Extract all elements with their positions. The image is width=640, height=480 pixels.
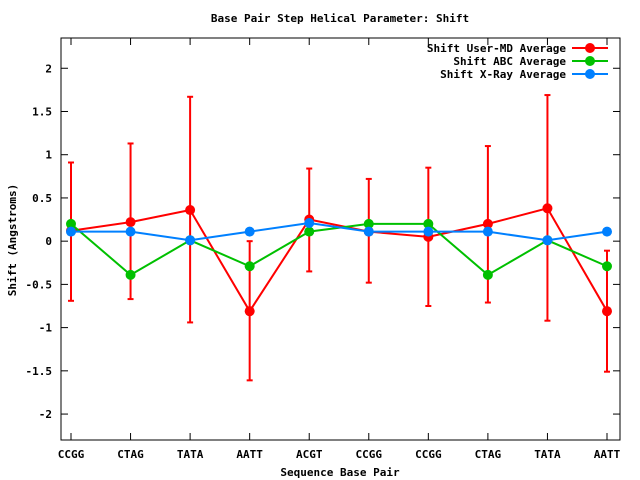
y-tick-label: 0 (45, 235, 52, 248)
legend-label: Shift X-Ray Average (440, 68, 566, 81)
legend-marker (585, 43, 595, 53)
data-point (125, 226, 136, 237)
data-point (542, 203, 553, 214)
data-point (482, 269, 493, 280)
data-point (423, 218, 434, 229)
x-tick-label: CCGG (415, 448, 442, 461)
data-point (125, 217, 136, 228)
y-axis: -2 -1.5 -1 -0.5 0 0.5 1 1.5 2 (26, 62, 620, 421)
x-tick-label: AATT (594, 448, 621, 461)
y-tick-label: 1.5 (32, 105, 52, 118)
data-point (244, 261, 255, 272)
data-point (423, 226, 434, 237)
legend-label: Shift User-MD Average (427, 42, 566, 55)
data-point (244, 306, 255, 317)
x-tick-label: CCGG (58, 448, 85, 461)
y-tick-label: 0.5 (32, 192, 52, 205)
y-tick-label: 1 (45, 149, 52, 162)
x-tick-label: AATT (236, 448, 263, 461)
data-point (304, 226, 315, 237)
series-layer (66, 94, 612, 382)
x-tick-label: CTAG (117, 448, 144, 461)
x-tick-label: CCGG (356, 448, 383, 461)
x-axis: CCGG CTAG TATA AATT ACGT CCGG CCGG CTAG TATA AATT (58, 38, 621, 461)
data-point (125, 269, 136, 280)
data-point (542, 235, 553, 246)
y-tick-label: -0.5 (26, 278, 53, 291)
x-axis-label: Sequence Base Pair (280, 466, 400, 479)
data-point (363, 226, 374, 237)
y-axis-label: Shift (Angstroms) (6, 184, 19, 297)
data-point (482, 218, 493, 229)
chart-title: Base Pair Step Helical Parameter: Shift (211, 12, 469, 25)
series-3 (66, 218, 612, 246)
y-tick-label: 2 (45, 62, 52, 75)
series-line (70, 222, 608, 277)
legend-label: Shift ABC Average (453, 55, 566, 68)
series-line (71, 221, 608, 242)
data-point (482, 226, 493, 237)
data-point (304, 218, 315, 229)
y-tick-label: -1 (39, 322, 53, 335)
y-tick-label: -1.5 (26, 365, 53, 378)
data-point (602, 306, 612, 317)
x-tick-label: TATA (534, 448, 561, 461)
x-tick-label: CTAG (475, 448, 502, 461)
data-point (66, 218, 76, 229)
legend-marker (585, 69, 595, 79)
y-tick-label: -2 (39, 408, 52, 421)
series-line (70, 207, 608, 314)
data-point (66, 226, 76, 237)
x-tick-label: TATA (177, 448, 204, 461)
x-tick-label: ACGT (296, 448, 323, 461)
data-point (185, 205, 196, 216)
data-point (363, 218, 374, 229)
data-point (244, 226, 255, 237)
legend-marker (585, 56, 595, 66)
plot-frame (60, 37, 621, 441)
data-point (602, 226, 612, 237)
data-point (185, 235, 196, 246)
data-point (602, 261, 612, 272)
